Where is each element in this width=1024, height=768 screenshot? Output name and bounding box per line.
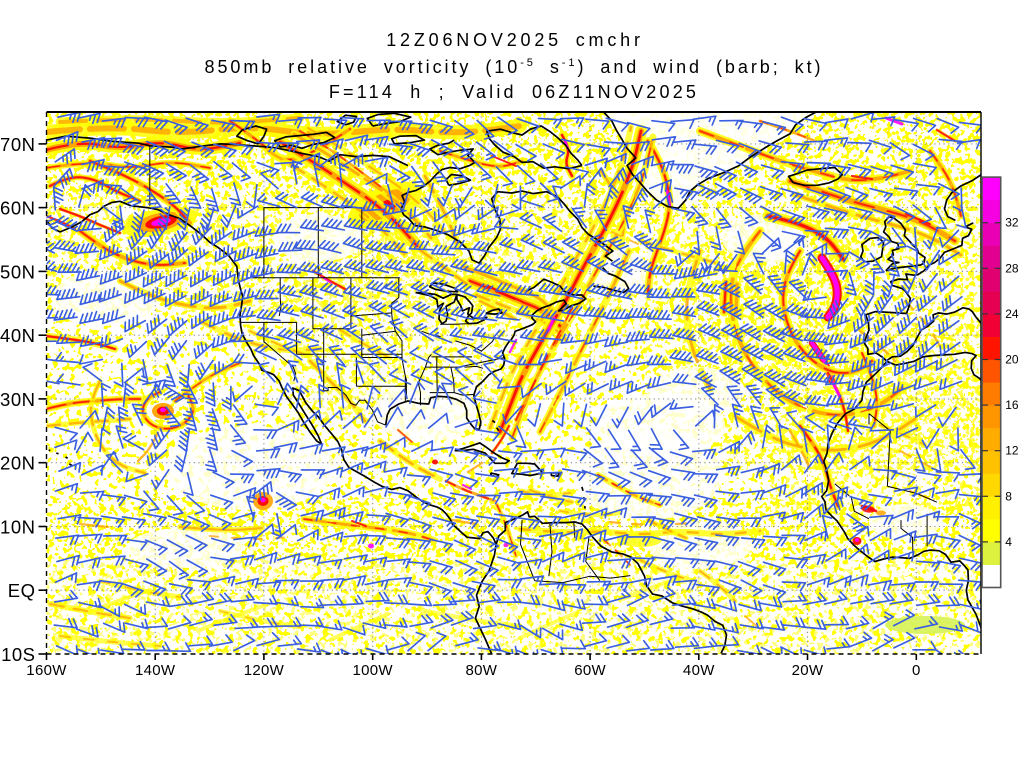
svg-text:12: 12	[1005, 444, 1019, 458]
svg-text:120W: 120W	[244, 662, 285, 679]
svg-text:4: 4	[1005, 535, 1012, 549]
svg-text:70N: 70N	[0, 134, 35, 155]
svg-text:50N: 50N	[0, 261, 35, 282]
svg-text:140W: 140W	[135, 662, 176, 679]
svg-text:10S: 10S	[1, 644, 35, 665]
svg-text:0: 0	[912, 662, 921, 679]
svg-text:20: 20	[1005, 353, 1019, 367]
svg-text:28: 28	[1005, 261, 1019, 275]
svg-text:32: 32	[1005, 216, 1019, 230]
svg-text:EQ: EQ	[8, 580, 36, 601]
svg-text:8: 8	[1005, 489, 1012, 503]
svg-text:80W: 80W	[466, 662, 498, 679]
svg-text:20N: 20N	[0, 453, 35, 474]
svg-text:60W: 60W	[574, 662, 606, 679]
svg-text:60N: 60N	[0, 198, 35, 219]
svg-text:16: 16	[1005, 398, 1019, 412]
svg-text:40N: 40N	[0, 325, 35, 346]
svg-text:24: 24	[1005, 307, 1019, 321]
svg-text:160W: 160W	[26, 662, 67, 679]
svg-text:20W: 20W	[792, 662, 824, 679]
svg-text:10N: 10N	[0, 517, 35, 538]
svg-text:30N: 30N	[0, 389, 35, 410]
svg-text:40W: 40W	[683, 662, 715, 679]
svg-text:100W: 100W	[353, 662, 394, 679]
